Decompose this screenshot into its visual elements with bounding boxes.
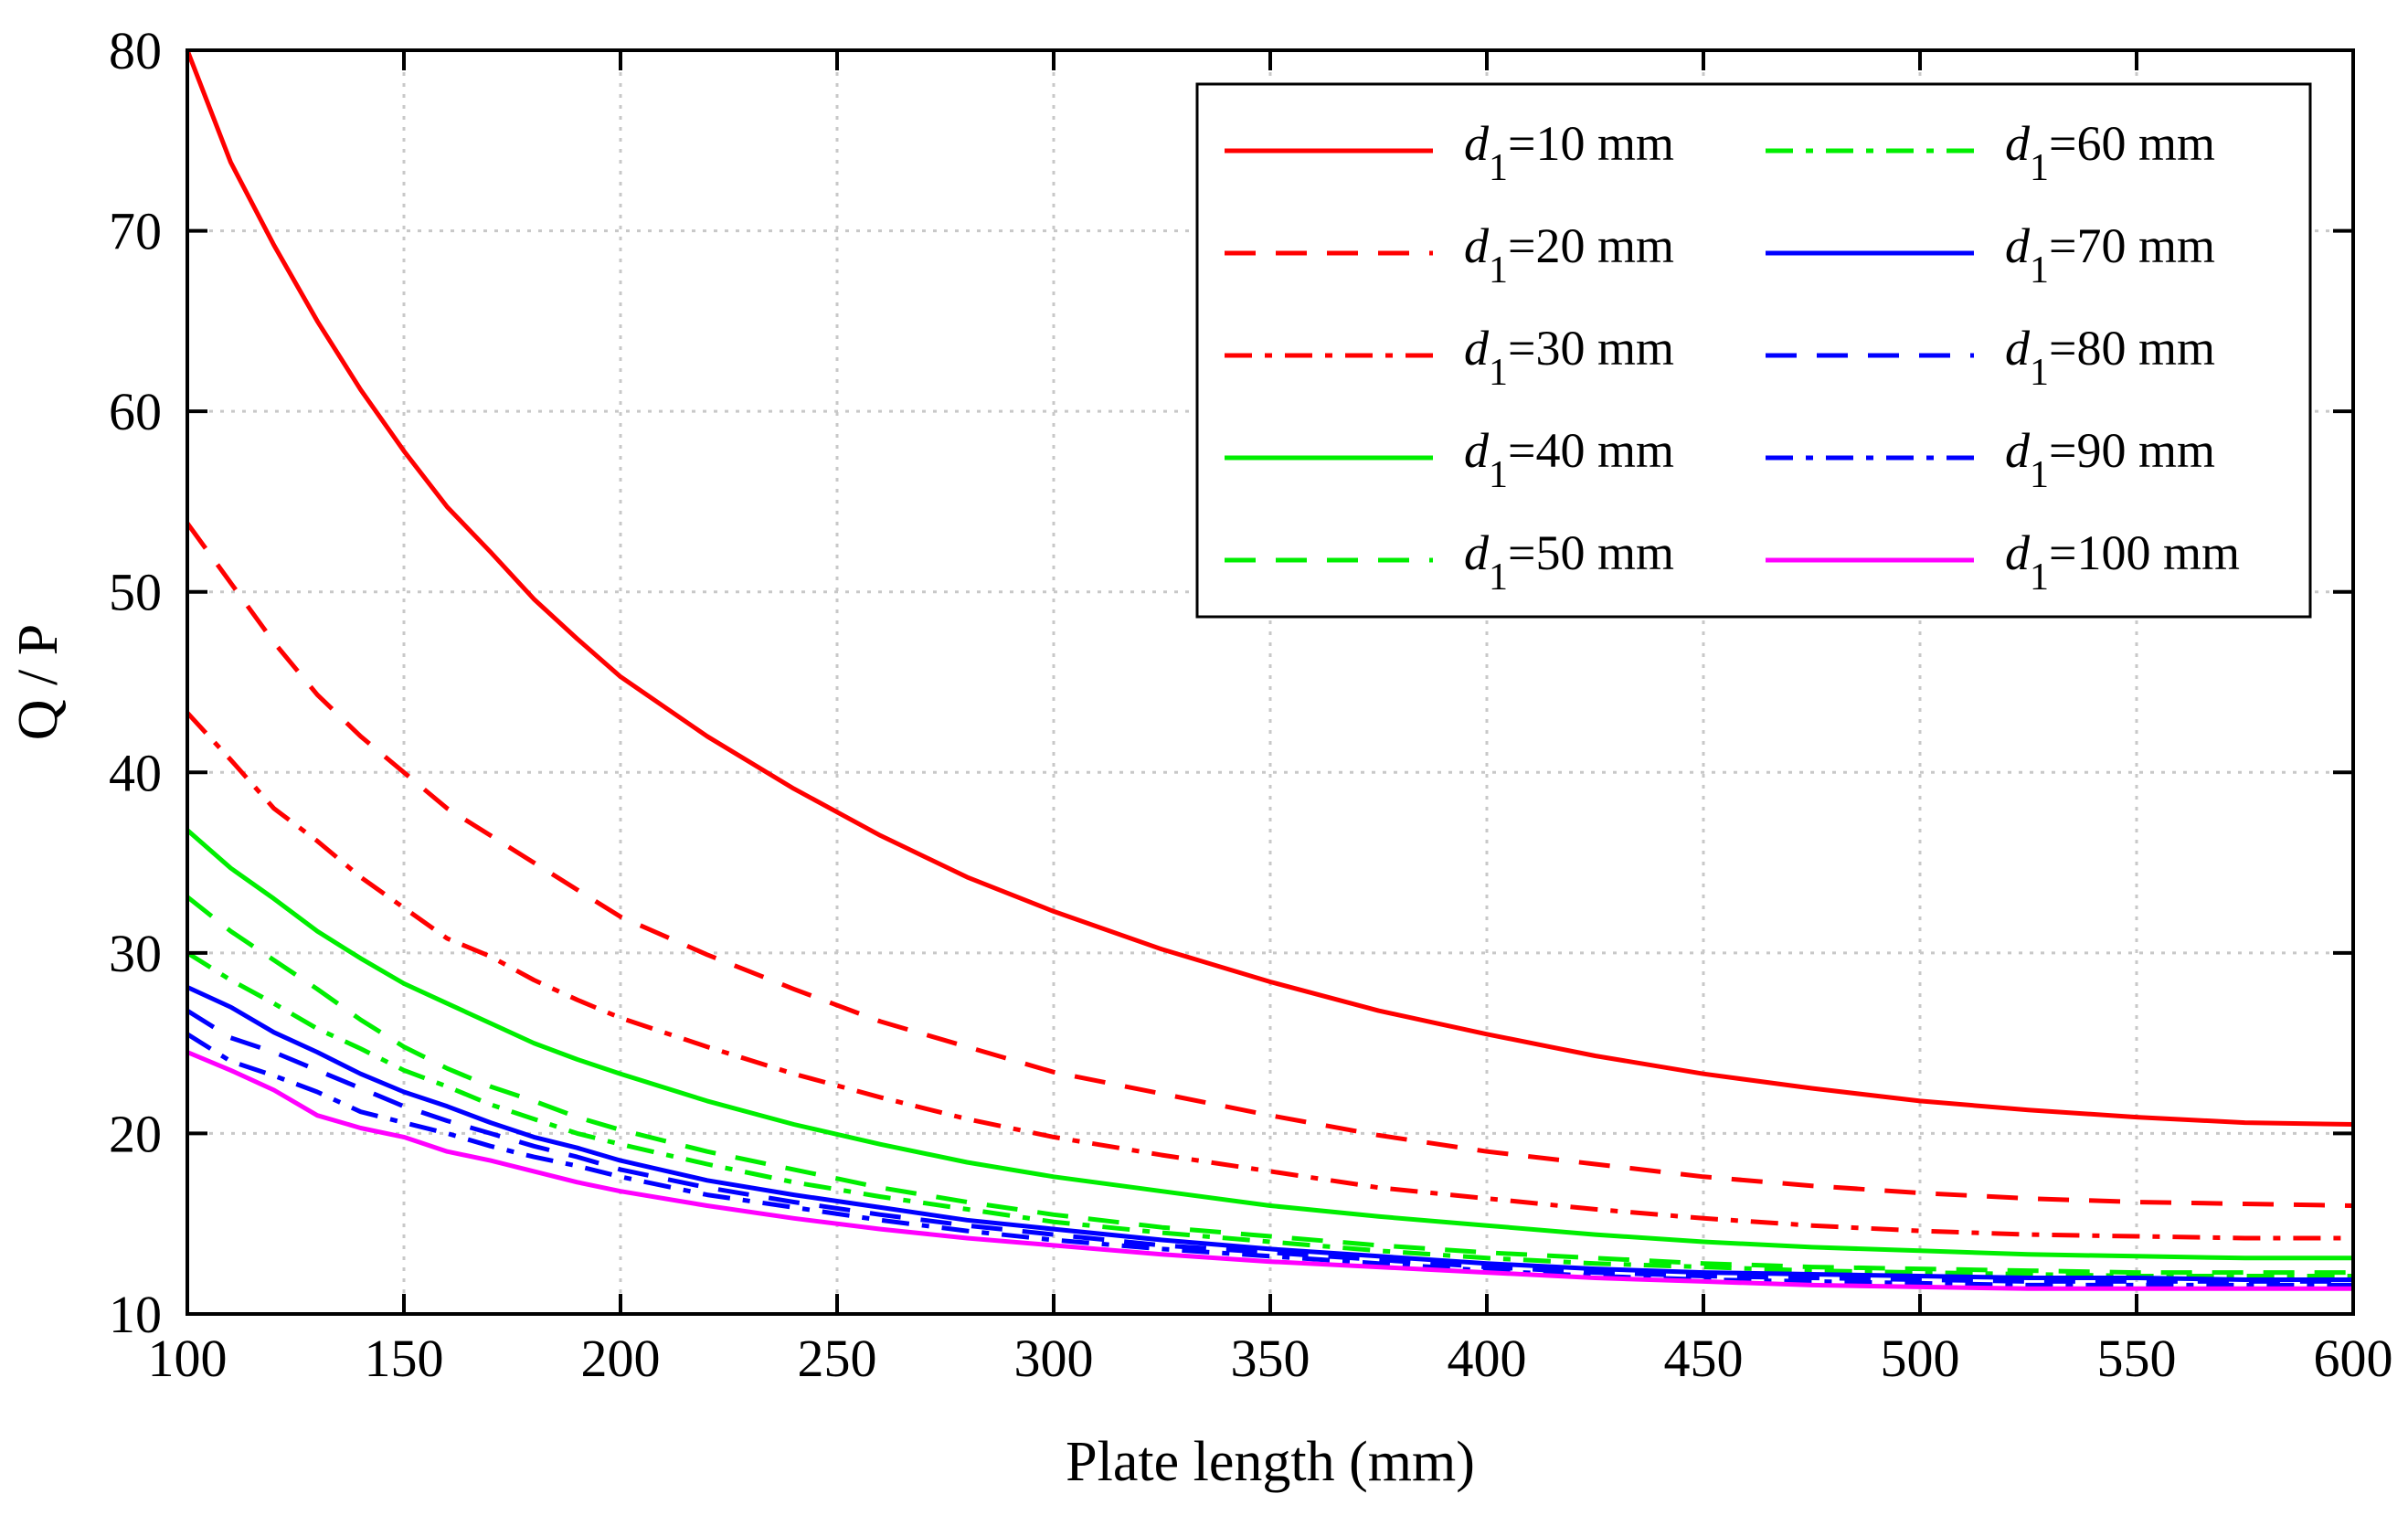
x-tick-label: 250 [798, 1329, 877, 1388]
y-tick-label: 80 [109, 21, 162, 80]
legend-label-3: d1=30 mm [1464, 321, 1674, 394]
series-line-6 [186, 950, 2353, 1278]
legend-label-4: d1=40 mm [1464, 423, 1674, 496]
series-layer [185, 49, 2354, 1291]
legend-label-7: d1=70 mm [2005, 218, 2215, 291]
x-tick-label: 500 [1881, 1329, 1960, 1388]
x-tick-label: 300 [1014, 1329, 1094, 1388]
x-tick-label: 450 [1664, 1329, 1744, 1388]
tick-labels: 100 150 200 250 300 350 400 450 500 550 600 10 20 30 4… [109, 21, 2393, 1388]
x-tick-label: 400 [1448, 1329, 1527, 1388]
y-tick-label: 40 [109, 743, 162, 802]
y-tick-label: 50 [109, 563, 162, 622]
x-tick-label: 200 [581, 1329, 661, 1388]
legend-label-1: d1=10 mm [1464, 116, 1674, 189]
x-tick-label: 350 [1231, 1329, 1310, 1388]
legend-box [1195, 82, 2312, 619]
series-line-8 [186, 1008, 2353, 1284]
legend-label-6: d1=60 mm [2005, 116, 2215, 189]
y-tick-label: 30 [109, 924, 162, 983]
series-line-4 [186, 828, 2353, 1261]
legend-label-5: d1=50 mm [1464, 525, 1674, 599]
x-tick-label: 550 [2097, 1329, 2177, 1388]
y-tick-label: 70 [109, 202, 162, 261]
x-tick-label: 100 [148, 1329, 228, 1388]
axis-ticks [186, 48, 2355, 1316]
legend-label-8: d1=80 mm [2005, 321, 2215, 394]
legend-label-2: d1=20 mm [1464, 218, 1674, 291]
series-line-10 [186, 1050, 2353, 1291]
series-line-5 [186, 895, 2353, 1276]
legend-label-9: d1=90 mm [2005, 423, 2215, 496]
x-tick-label: 600 [2314, 1329, 2393, 1388]
series-line-9 [186, 1032, 2353, 1287]
y-tick-label: 10 [109, 1285, 162, 1344]
y-axis-title: Q / P [7, 624, 69, 740]
series-line-7 [186, 985, 2353, 1282]
series-line-3 [186, 711, 2353, 1241]
legend-label-10: d1=100 mm [2005, 525, 2240, 599]
y-tick-label: 20 [109, 1104, 162, 1163]
legend: d1=10 mm d1=20 mm d1=30 mm d1=40 mm d1=50 mm… [1195, 82, 2312, 619]
y-tick-label: 60 [109, 382, 162, 441]
x-axis-title: Plate length (mm) [1066, 1431, 1475, 1493]
series-line-1 [185, 49, 2354, 1127]
x-tick-label: 150 [365, 1329, 444, 1388]
